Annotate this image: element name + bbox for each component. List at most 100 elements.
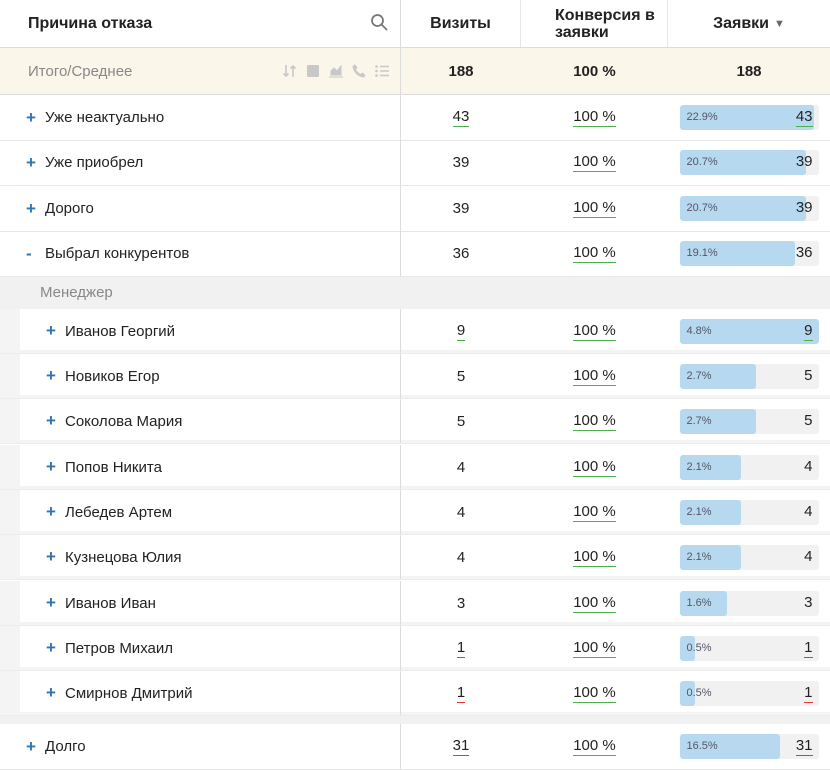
row-visits[interactable]: 31 — [452, 737, 470, 756]
table-row[interactable]: + Дорого 39 100 % 20.7% 39 — [0, 186, 830, 232]
row-conversion[interactable]: 100 % — [573, 593, 616, 613]
row-conversion[interactable]: 100 % — [573, 244, 616, 263]
row-label: Смирнов Дмитрий — [65, 684, 193, 702]
table-row[interactable]: + Лебедев Артем 4 100 % 2.1% 4 — [0, 490, 830, 535]
table-row[interactable]: - Выбрал конкурентов 36 100 % 19.1% 36 — [0, 231, 830, 277]
table-row[interactable]: + Кузнецова Юлия 4 100 % 2.1% 4 — [0, 535, 830, 580]
row-conversion[interactable]: 100 % — [573, 683, 616, 703]
row-visits[interactable]: 9 — [456, 321, 466, 341]
requests-bar: 2.7% 5 — [679, 408, 819, 434]
expand-icon[interactable]: + — [46, 457, 56, 476]
header-reason[interactable]: Причина отказа — [0, 0, 401, 47]
expand-icon[interactable]: + — [26, 736, 36, 756]
row-conversion[interactable]: 100 % — [573, 502, 616, 522]
row-conversion[interactable]: 100 % — [573, 153, 616, 172]
requests-bar: 2.1% 4 — [679, 454, 819, 480]
row-conversion[interactable]: 100 % — [573, 411, 616, 431]
row-visits[interactable]: 4 — [456, 548, 466, 566]
sort-icon[interactable] — [282, 63, 298, 79]
table-row[interactable]: + Иванов Георгий 9 100 % 4.8% 9 — [0, 309, 830, 354]
expand-icon[interactable]: + — [46, 411, 56, 430]
table-row[interactable]: + Смирнов Дмитрий 1 100 % 0.5% 1 — [0, 671, 830, 716]
row-visits[interactable]: 36 — [452, 245, 470, 262]
requests-value[interactable]: 5 — [804, 366, 813, 384]
requests-bar: 2.7% 5 — [679, 363, 819, 389]
requests-value[interactable]: 36 — [795, 244, 813, 261]
row-label: Новиков Егор — [65, 367, 160, 385]
row-visits[interactable]: 5 — [456, 367, 466, 385]
row-visits[interactable]: 4 — [456, 458, 466, 476]
requests-value[interactable]: 5 — [804, 411, 813, 429]
expand-icon[interactable]: + — [46, 593, 56, 612]
requests-value[interactable]: 39 — [795, 199, 813, 216]
requests-value[interactable]: 4 — [804, 502, 813, 520]
expand-icon[interactable]: + — [26, 152, 36, 172]
requests-value[interactable]: 3 — [804, 593, 813, 611]
row-visits[interactable]: 5 — [456, 412, 466, 430]
expand-icon[interactable]: + — [46, 502, 56, 521]
group-label: Менеджер — [40, 284, 113, 301]
header-requests-label: Заявки — [713, 14, 770, 32]
header-conversion[interactable]: Конверсия в заявки — [521, 0, 668, 47]
row-conversion[interactable]: 100 % — [573, 547, 616, 567]
row-visits[interactable]: 1 — [456, 638, 466, 658]
table-row[interactable]: + Иванов Иван 3 100 % 1.6% 3 — [0, 581, 830, 626]
table-view-icon[interactable] — [305, 63, 321, 79]
table-row[interactable]: + Долго 31 100 % 16.5% 31 — [0, 724, 830, 770]
chart-view-icon[interactable] — [328, 63, 344, 79]
row-conversion[interactable]: 100 % — [573, 638, 616, 658]
table-row[interactable]: + Уже приобрел 39 100 % 20.7% 39 — [0, 140, 830, 186]
row-visits[interactable]: 4 — [456, 503, 466, 521]
table-row[interactable]: + Петров Михаил 1 100 % 0.5% 1 — [0, 626, 830, 671]
row-visits[interactable]: 39 — [452, 200, 470, 217]
requests-value[interactable]: 1 — [804, 683, 813, 703]
requests-bar-fill — [679, 680, 695, 706]
table-row[interactable]: + Новиков Егор 5 100 % 2.7% 5 — [0, 354, 830, 399]
requests-bar-fill — [679, 318, 819, 344]
phone-icon[interactable] — [351, 63, 367, 79]
requests-value[interactable]: 4 — [804, 547, 813, 565]
requests-value[interactable]: 9 — [804, 321, 813, 341]
table-row[interactable]: + Соколова Мария 5 100 % 2.7% 5 — [0, 399, 830, 444]
expand-icon[interactable]: + — [26, 107, 36, 127]
expand-icon[interactable]: + — [46, 321, 56, 340]
expand-icon[interactable]: + — [46, 547, 56, 566]
requests-bar-fill — [679, 734, 780, 759]
row-visits[interactable]: 43 — [452, 108, 470, 127]
requests-value[interactable]: 43 — [795, 108, 813, 127]
search-icon[interactable] — [370, 13, 388, 31]
requests-bar-fill — [679, 196, 806, 221]
requests-bar-fill — [679, 408, 756, 434]
row-label: Уже неактуально — [45, 109, 165, 126]
requests-value[interactable]: 1 — [804, 638, 813, 658]
row-conversion[interactable]: 100 % — [573, 366, 616, 386]
list-icon[interactable] — [374, 63, 390, 79]
table-row[interactable]: + Попов Никита 4 100 % 2.1% 4 — [0, 445, 830, 490]
requests-bar: 0.5% 1 — [679, 635, 819, 661]
requests-value[interactable]: 39 — [795, 153, 813, 170]
row-conversion[interactable]: 100 % — [573, 321, 616, 341]
requests-value[interactable]: 31 — [795, 737, 813, 756]
row-label: Кузнецова Юлия — [65, 548, 182, 566]
row-visits[interactable]: 3 — [456, 594, 466, 612]
row-conversion[interactable]: 100 % — [573, 199, 616, 218]
row-conversion[interactable]: 100 % — [573, 737, 616, 756]
requests-share: 4.8% — [686, 324, 712, 337]
sort-desc-icon[interactable]: ▼ — [774, 17, 785, 30]
row-conversion[interactable]: 100 % — [573, 108, 616, 127]
row-visits[interactable]: 39 — [452, 154, 470, 171]
collapse-icon[interactable]: - — [26, 243, 32, 263]
expand-icon[interactable]: + — [46, 366, 56, 385]
row-visits[interactable]: 1 — [456, 683, 466, 703]
requests-bar-fill — [679, 635, 695, 661]
expand-icon[interactable]: + — [26, 198, 36, 218]
expand-icon[interactable]: + — [46, 683, 56, 702]
header-requests[interactable]: Заявки ▼ — [668, 0, 830, 47]
expand-icon[interactable]: + — [46, 638, 56, 657]
header-visits[interactable]: Визиты — [401, 0, 521, 47]
requests-value[interactable]: 4 — [804, 457, 813, 475]
requests-bar-fill — [679, 105, 815, 130]
row-conversion[interactable]: 100 % — [573, 457, 616, 477]
header-visits-label: Визиты — [430, 14, 491, 32]
table-row[interactable]: + Уже неактуально 43 100 % 22.9% 43 — [0, 95, 830, 141]
